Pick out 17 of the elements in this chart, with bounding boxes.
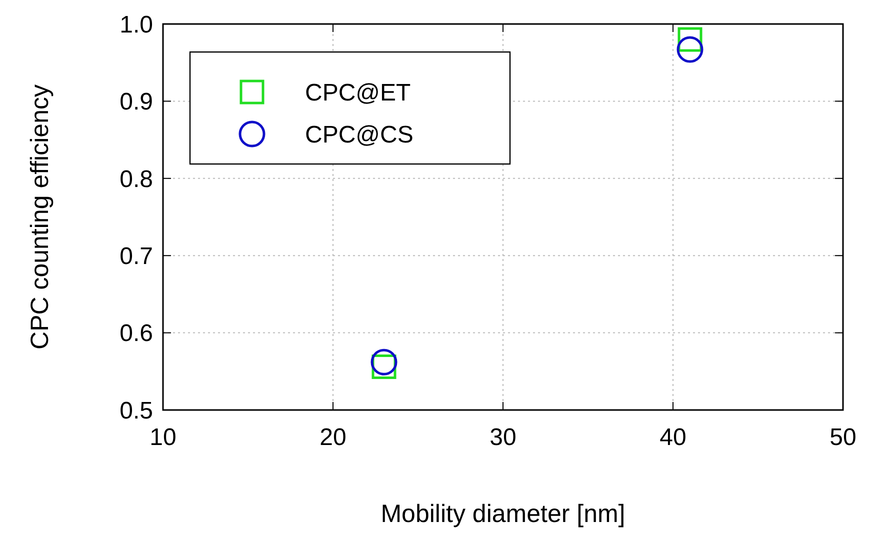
y-tick-label: 0.9	[120, 88, 153, 116]
x-axis-title: Mobility diameter [nm]	[380, 500, 626, 528]
x-tick-label: 20	[320, 424, 346, 451]
point	[370, 348, 398, 376]
y-tick-label: 0.5	[120, 397, 153, 424]
legend-label: CPC@CS	[305, 121, 414, 148]
x-tick-label: 10	[150, 424, 176, 451]
legend-label: CPC@ET	[305, 79, 412, 106]
y-axis-title: CPC counting efficiency	[26, 84, 54, 350]
x-tick-label: 30	[490, 424, 516, 451]
y-tick-label: 0.7	[120, 243, 153, 270]
y-tick-label: 0.8	[120, 166, 153, 193]
y-tick-label: 1.0	[120, 11, 153, 38]
point	[676, 36, 704, 63]
x-tick-label: 40	[660, 424, 686, 451]
x-tick-label: 50	[830, 424, 856, 451]
y-tick-label: 0.6	[120, 320, 153, 348]
